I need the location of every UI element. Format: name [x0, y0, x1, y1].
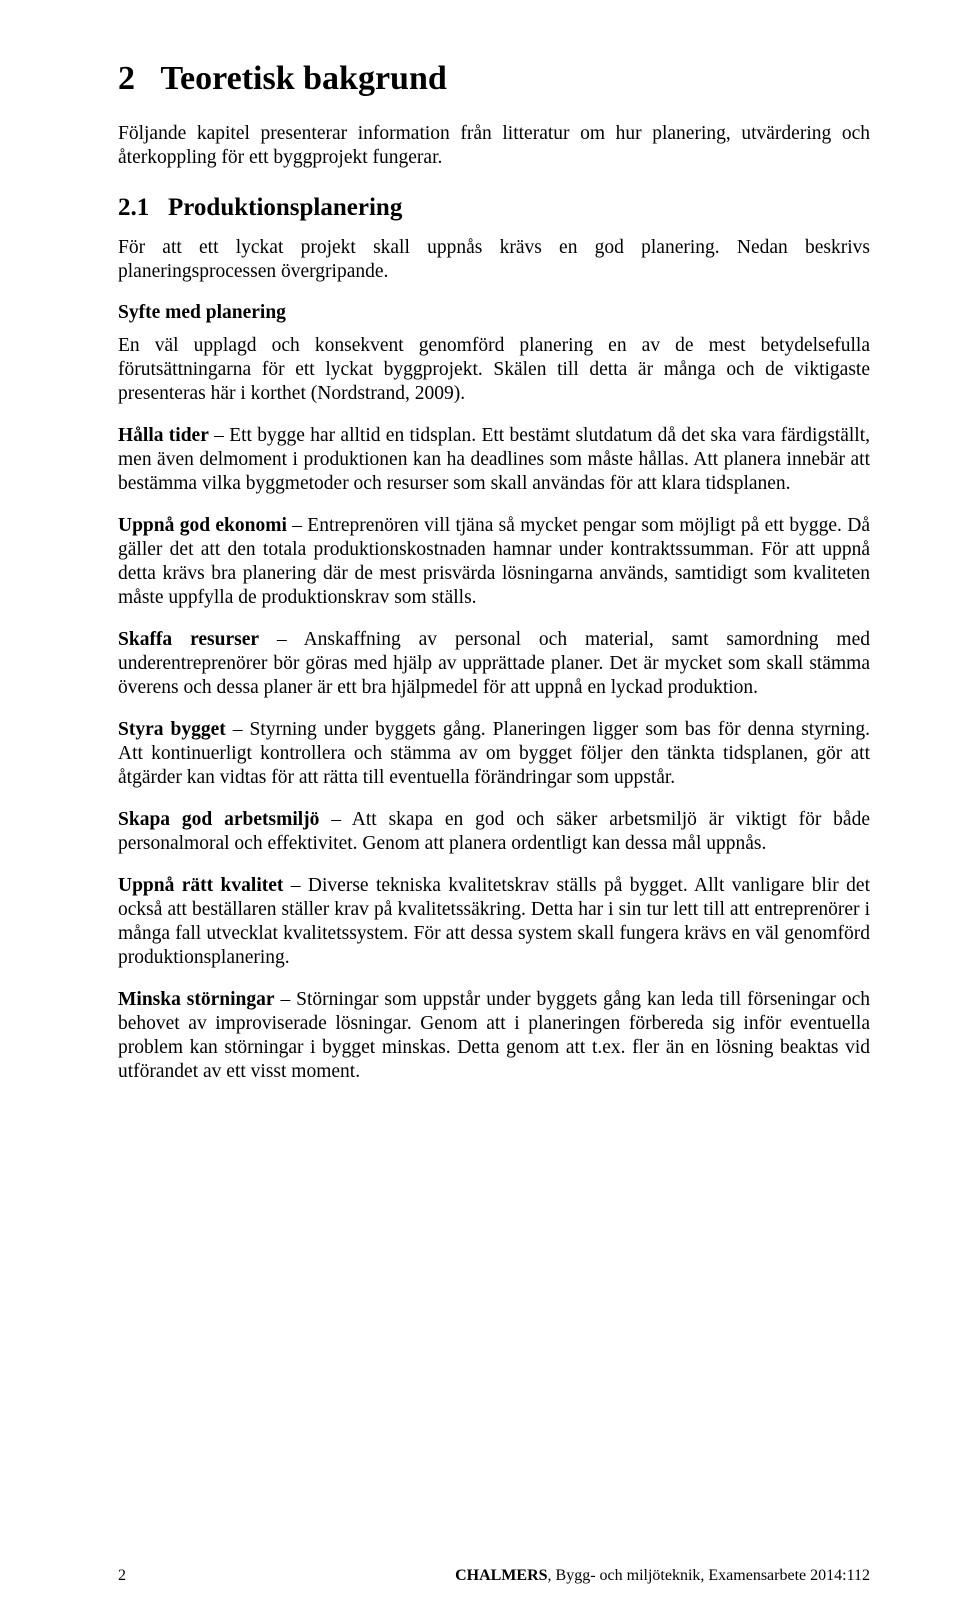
chapter-heading: 2 Teoretisk bakgrund	[118, 60, 870, 98]
section-heading: 2.1 Produktionsplanering	[118, 194, 870, 222]
chapter-number: 2	[118, 60, 135, 97]
footer-dept: , Bygg- och miljöteknik, Examensarbete	[548, 1567, 811, 1584]
body-paragraph: Styra bygget – Styrning under byggets gå…	[118, 718, 870, 790]
body-paragraph: Skaffa resurser – Anskaffning av persona…	[118, 628, 870, 700]
body-paragraph: Uppnå rätt kvalitet – Diverse tekniska k…	[118, 874, 870, 970]
footer-publisher: CHALMERS	[455, 1567, 547, 1584]
chapter-intro: Följande kapitel presenterar information…	[118, 122, 870, 170]
body-paragraph: Skapa god arbetsmiljö – Att skapa en god…	[118, 808, 870, 856]
body-paragraph: Minska störningar – Störningar som uppst…	[118, 988, 870, 1084]
page-footer: 2 CHALMERS, Bygg- och miljöteknik, Exame…	[118, 1567, 870, 1585]
paragraph-lead: Minska störningar	[118, 989, 275, 1010]
chapter-title: Teoretisk bakgrund	[161, 60, 447, 97]
section-number: 2.1	[118, 194, 149, 221]
section-title: Produktionsplanering	[168, 194, 402, 221]
paragraph-text: – Ett bygge har alltid en tidsplan. Ett …	[118, 425, 870, 494]
section-intro: För att ett lyckat projekt skall uppnås …	[118, 236, 870, 284]
paragraph-lead: Hålla tider	[118, 425, 209, 446]
paragraph-lead: Skapa god arbetsmiljö	[118, 809, 319, 830]
document-page: 2 Teoretisk bakgrund Följande kapitel pr…	[0, 0, 960, 1621]
paragraph-lead: Skaffa resurser	[118, 629, 259, 650]
footer-code: 2014:112	[810, 1567, 870, 1584]
footer-citation: CHALMERS, Bygg- och miljöteknik, Examens…	[455, 1567, 870, 1585]
paragraph-text: – Styrning under byggets gång. Planering…	[118, 719, 870, 788]
body-paragraph: Uppnå god ekonomi – Entreprenören vill t…	[118, 514, 870, 610]
body-paragraph: Hålla tider – Ett bygge har alltid en ti…	[118, 424, 870, 496]
page-number: 2	[118, 1567, 126, 1585]
paragraph-lead: Uppnå rätt kvalitet	[118, 875, 283, 896]
paragraph-lead: Uppnå god ekonomi	[118, 515, 287, 536]
subsection-heading: Syfte med planering	[118, 302, 870, 324]
paragraph-lead: Styra bygget	[118, 719, 226, 740]
subsection-intro: En väl upplagd och konsekvent genomförd …	[118, 334, 870, 406]
